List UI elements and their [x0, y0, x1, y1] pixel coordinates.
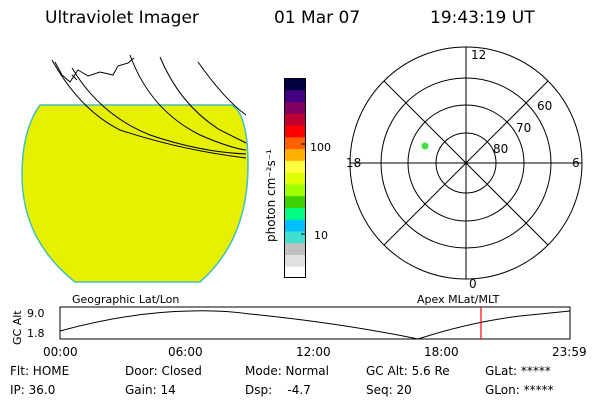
grid-line-1: [51, 59, 247, 159]
status-gain: Gain: 14: [125, 383, 176, 397]
status-dsp: Dsp: -4.7: [245, 383, 311, 397]
grid-line-5: [197, 61, 247, 116]
altitude-curve: [59, 310, 571, 340]
coastline: [54, 57, 135, 83]
colorbar-segment: [284, 89, 306, 103]
status-mode: Mode: Normal: [245, 364, 329, 378]
colorbar-segment: [284, 242, 306, 255]
colorbar-segment: [284, 78, 306, 91]
timeline-xtick-2: 12:00: [296, 345, 331, 359]
status-seq: Seq: 20: [366, 383, 412, 397]
colorbar-segment: [284, 160, 306, 173]
instrument-title: Ultraviolet Imager: [45, 8, 199, 28]
timeline-xtick-4: 23:59: [552, 345, 587, 359]
colorbar-segment: [284, 125, 306, 138]
colorbar-tick-10: 10: [314, 229, 328, 242]
colorbar-segment: [284, 172, 306, 185]
timeline-left-title: Geographic Lat/Lon: [72, 293, 180, 306]
grid-line-3: [129, 54, 247, 151]
date-label: 01 Mar 07: [274, 8, 361, 28]
lat-label-60: 60: [537, 99, 552, 113]
mlt-label-18: 18: [346, 156, 361, 170]
colorbar-segment: [284, 101, 306, 114]
mlt-label-0: 0: [469, 277, 477, 291]
coastline-2: [71, 74, 78, 81]
timeline-xtick-3: 18:00: [424, 345, 459, 359]
colorbar-segment: [284, 136, 306, 150]
colorbar-segment: [284, 148, 306, 161]
status-glon: GLon: *****: [485, 383, 554, 397]
timeline-ytick-top: 9.0: [27, 307, 45, 320]
mlt-label-12: 12: [471, 48, 486, 62]
colorbar-tick-100: 100: [310, 141, 331, 154]
colorbar-segment: [284, 183, 306, 197]
colorbar-segment: [284, 254, 306, 267]
status-glat: GLat: *****: [485, 364, 551, 378]
status-flt: Flt: HOME: [10, 364, 70, 378]
grid-line-4: [159, 56, 247, 144]
colorbar-segment: [284, 266, 306, 278]
polar-data-point: [421, 142, 429, 150]
status-ip: IP: 36.0: [10, 383, 56, 397]
polar-plot: 12 18 6 0 60 70 80: [346, 46, 583, 291]
colorbar-segment: [284, 230, 306, 244]
colorbar-frame: [284, 78, 306, 278]
colorbar-segment: [284, 113, 306, 126]
color-bar: [284, 78, 306, 278]
timeline-xtick-1: 06:00: [168, 345, 203, 359]
lat-label-80: 80: [493, 142, 508, 156]
colorbar-segment: [284, 219, 306, 232]
colorbar-segment: [284, 207, 306, 220]
time-label: 19:43:19 UT: [430, 8, 535, 28]
status-door: Door: Closed: [125, 364, 202, 378]
grid-line-2: [71, 67, 247, 155]
timeline-frame: [59, 306, 571, 340]
timeline-right-title: Apex MLat/MLT: [417, 293, 500, 306]
lat-label-70: 70: [516, 121, 531, 135]
timeline-xtick-0: 00:00: [43, 345, 78, 359]
status-gcalt: GC Alt: 5.6 Re: [366, 364, 450, 378]
polar-diag-2: [383, 80, 549, 246]
colorbar-segment: [284, 195, 306, 208]
mlt-label-6: 6: [572, 156, 580, 170]
timeline-ytick-bottom: 1.8: [27, 327, 45, 340]
